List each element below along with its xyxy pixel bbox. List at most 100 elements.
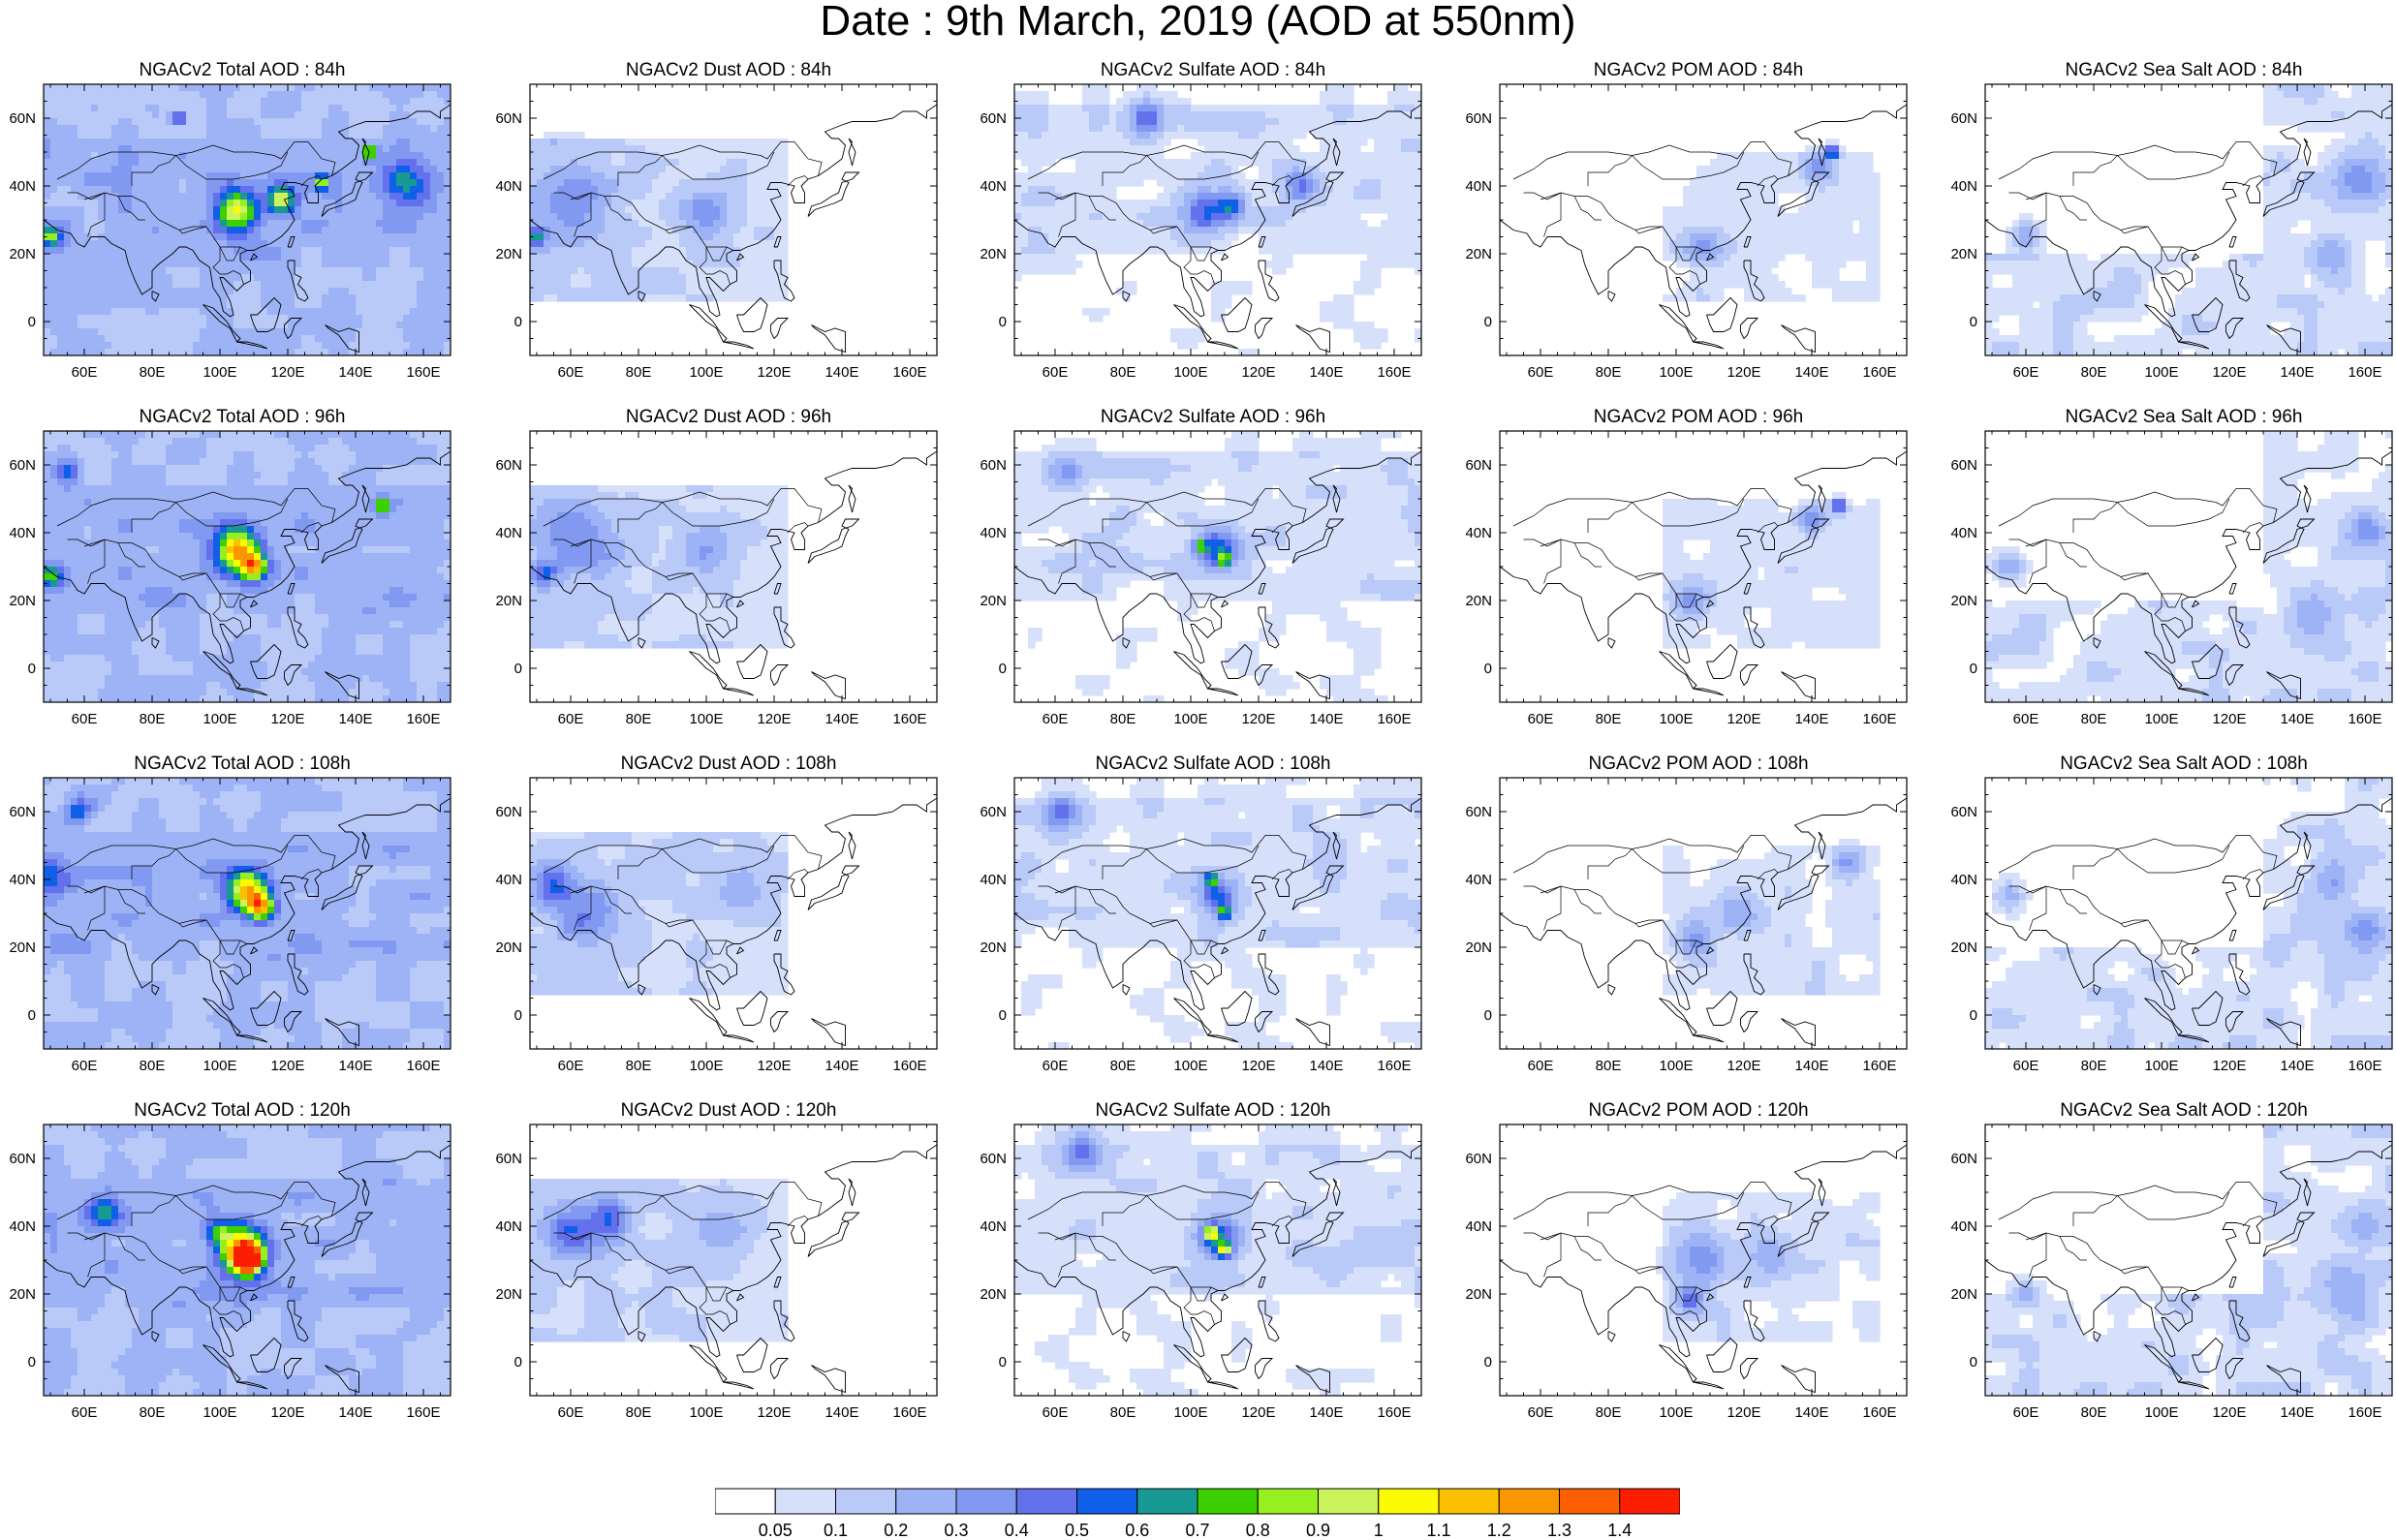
- lon-tick-label: 80E: [626, 1058, 652, 1074]
- lat-tick-label: 60N: [1950, 804, 1977, 820]
- lat-tick-label: 20N: [495, 1286, 522, 1303]
- lon-tick-label: 60E: [1528, 1058, 1554, 1074]
- coastline: [812, 1366, 846, 1393]
- lon-tick-label: 160E: [892, 711, 926, 727]
- lat-tick-label: 20N: [1950, 593, 1977, 609]
- country-border: [1999, 1183, 2277, 1220]
- lon-tick-label: 60E: [2013, 1404, 2039, 1421]
- colorbar-swatch: [1319, 1489, 1379, 1514]
- lon-tick-label: 140E: [338, 1404, 372, 1421]
- lat-tick-label: 60N: [1465, 457, 1492, 474]
- aod-field: [1014, 84, 1422, 356]
- country-border: [2073, 503, 2118, 534]
- aod-field: [530, 798, 937, 1046]
- aod-field: [530, 105, 937, 353]
- lat-tick-label: 40N: [9, 178, 36, 195]
- lon-tick-label: 120E: [2212, 1058, 2246, 1074]
- country-border: [1999, 836, 2277, 874]
- lon-tick-label: 140E: [338, 1058, 372, 1074]
- colorbar-swatch: [1379, 1489, 1439, 1514]
- lon-tick-label: 60E: [2013, 1058, 2039, 1074]
- lon-tick-label: 160E: [892, 1404, 926, 1421]
- lat-tick-label: 20N: [9, 593, 36, 609]
- country-border: [2060, 197, 2087, 221]
- lat-tick-label: 40N: [495, 525, 522, 541]
- lat-tick-label: 20N: [1950, 246, 1977, 262]
- colorbar-tick-label: 0.4: [1005, 1521, 1029, 1540]
- panel-title: NGACv2 Dust AOD : 120h: [486, 1100, 971, 1122]
- panel-title: NGACv2 POM AOD : 120h: [1456, 1100, 1941, 1122]
- lat-tick-label: 0: [1970, 1007, 1977, 1024]
- aod-field: [1500, 105, 1907, 353]
- coastline: [1707, 1339, 1738, 1372]
- lon-tick-label: 60E: [72, 711, 98, 727]
- coastline: [808, 866, 859, 910]
- coastline: [812, 325, 846, 353]
- colorbar-swatch: [896, 1489, 956, 1514]
- lon-tick-label: 100E: [1659, 711, 1693, 727]
- lon-tick-label: 120E: [270, 711, 304, 727]
- coastline: [1256, 1359, 1273, 1379]
- colorbar-tick-label: 0.1: [824, 1521, 848, 1540]
- coastline: [1123, 985, 1130, 996]
- lon-tick-label: 60E: [1042, 364, 1069, 381]
- lat-tick-label: 20N: [9, 939, 36, 956]
- lon-tick-label: 60E: [558, 711, 584, 727]
- lon-tick-label: 100E: [689, 1404, 723, 1421]
- country-border: [1574, 890, 1602, 914]
- coastline: [1256, 319, 1273, 339]
- lon-tick-label: 100E: [202, 1058, 236, 1074]
- lon-tick-label: 60E: [2013, 364, 2039, 381]
- aod-field: [530, 451, 937, 699]
- lon-tick-label: 80E: [2081, 1404, 2107, 1421]
- coastline: [1123, 1332, 1130, 1342]
- lon-tick-label: 160E: [892, 364, 926, 381]
- panel-title: NGACv2 Total AOD : 96h: [0, 407, 484, 428]
- lat-tick-label: 20N: [9, 1286, 36, 1303]
- panel-title: NGACv2 Sea Salt AOD : 84h: [1942, 60, 2396, 81]
- aod-field: [1985, 778, 2393, 1050]
- colorbar-tick-label: 0.6: [1125, 1521, 1149, 1540]
- lat-tick-label: 40N: [1950, 1218, 1977, 1235]
- lon-tick-label: 80E: [1110, 1404, 1136, 1421]
- panel-title: NGACv2 Dust AOD : 108h: [486, 754, 971, 775]
- lon-tick-label: 120E: [1727, 364, 1760, 381]
- coastline: [1296, 325, 1330, 353]
- lat-tick-label: 20N: [495, 593, 522, 609]
- lon-tick-label: 100E: [2144, 1058, 2178, 1074]
- lon-tick-label: 60E: [72, 1404, 98, 1421]
- country-border: [2121, 920, 2148, 927]
- aod-field: [44, 1124, 451, 1397]
- country-border: [1999, 142, 2277, 180]
- lat-tick-label: 60N: [9, 457, 36, 474]
- panel-title: NGACv2 Total AOD : 120h: [0, 1100, 484, 1122]
- country-border: [1588, 1196, 1633, 1227]
- lat-tick-label: 0: [999, 661, 1007, 677]
- lon-tick-label: 160E: [1377, 364, 1411, 381]
- lon-tick-label: 80E: [140, 364, 166, 381]
- lon-tick-label: 160E: [1862, 1058, 1896, 1074]
- coastline: [849, 139, 856, 166]
- colorbar-tick-label: 0.2: [884, 1521, 908, 1540]
- lat-tick-label: 0: [1970, 314, 1977, 330]
- aod-field: [1500, 451, 1907, 699]
- lon-tick-label: 120E: [270, 364, 304, 381]
- coastline: [1782, 1366, 1816, 1393]
- coastline: [2229, 931, 2236, 941]
- lon-tick-label: 160E: [1377, 1404, 1411, 1421]
- lon-tick-label: 160E: [2348, 364, 2381, 381]
- country-border: [2243, 523, 2263, 534]
- lon-tick-label: 100E: [2144, 1404, 2178, 1421]
- coastline: [771, 319, 789, 339]
- coastline: [724, 689, 755, 695]
- lon-tick-label: 80E: [1596, 711, 1622, 727]
- lat-tick-label: 60N: [495, 1151, 522, 1167]
- lon-tick-label: 160E: [1377, 1058, 1411, 1074]
